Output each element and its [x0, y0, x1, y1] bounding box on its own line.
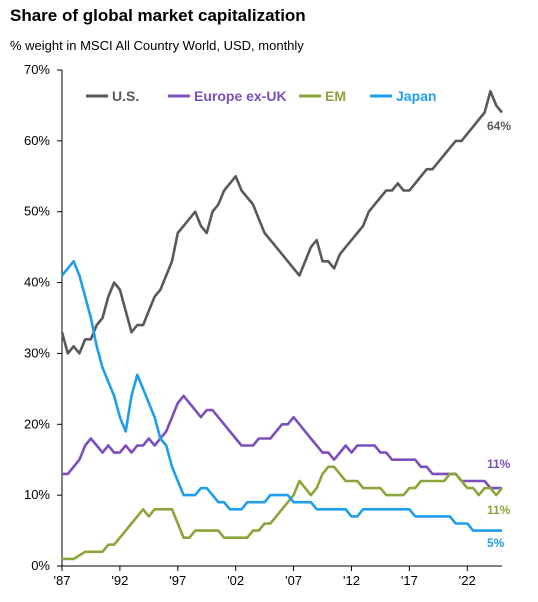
x-tick-label: '22 [459, 573, 476, 588]
end-label-europe-ex-uk: 11% [487, 457, 511, 471]
legend-label-japan: Japan [396, 88, 436, 104]
chart-title: Share of global market capitalization [10, 6, 306, 25]
x-tick-label: '92 [111, 573, 128, 588]
y-tick-label: 50% [24, 204, 50, 219]
series-line-europe-ex-uk [62, 394, 502, 490]
y-tick-label: 30% [24, 345, 50, 360]
end-label-japan: 5% [487, 536, 505, 550]
y-tick-label: 70% [24, 62, 50, 77]
x-tick-label: '07 [285, 573, 302, 588]
y-tick-label: 60% [24, 133, 50, 148]
y-tick-label: 40% [24, 275, 50, 290]
y-tick-label: 20% [24, 416, 50, 431]
legend-label-em: EM [325, 88, 346, 104]
legend-label-u-s-: U.S. [112, 88, 139, 104]
end-label-u-s-: 64% [487, 119, 511, 133]
series-line-u-s- [60, 90, 504, 355]
chart-subtitle: % weight in MSCI All Country World, USD,… [10, 38, 304, 53]
x-tick-label: '17 [401, 573, 418, 588]
end-label-em: 11% [487, 503, 511, 517]
y-tick-label: 0% [31, 558, 50, 573]
series-line-japan [60, 260, 502, 532]
x-tick-label: '97 [169, 573, 186, 588]
x-tick-label: '87 [54, 573, 71, 588]
x-tick-label: '02 [227, 573, 244, 588]
legend-label-europe-ex-uk: Europe ex-UK [194, 88, 287, 104]
series-line-em [62, 465, 504, 561]
y-tick-label: 10% [24, 487, 50, 502]
x-tick-label: '12 [343, 573, 360, 588]
